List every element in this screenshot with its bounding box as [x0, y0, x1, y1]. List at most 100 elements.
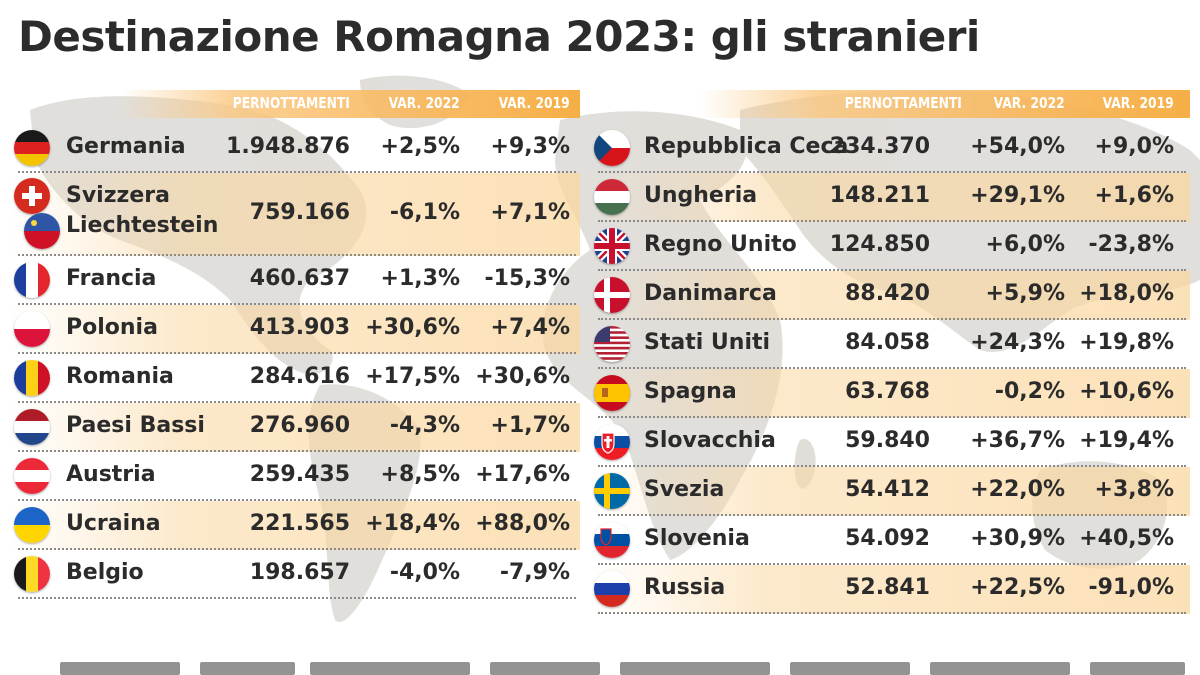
hungary-flag-icon	[594, 179, 630, 215]
pernottamenti-value: 84.058	[845, 330, 930, 355]
row-divider	[18, 401, 576, 403]
country-name: Austria	[66, 462, 156, 487]
table-row: Ucraina 221.565 +18,4% +88,0%	[10, 501, 580, 550]
sweden-flag-icon	[594, 473, 630, 509]
russia-flag-icon	[594, 571, 630, 607]
country-name: Danimarca	[644, 281, 777, 306]
row-divider	[18, 352, 576, 354]
table-row: Russia 52.841 +22,5% -91,0%	[590, 565, 1190, 614]
var-2022-value: +29,1%	[970, 183, 1065, 208]
table-row: Austria 259.435 +8,5% +17,6%	[10, 452, 580, 501]
page-title: Destinazione Romagna 2023: gli stranieri	[18, 12, 980, 61]
var-2022-value: +8,5%	[380, 462, 460, 487]
row-divider	[18, 254, 576, 256]
row-divider	[598, 318, 1186, 320]
pernottamenti-value: 460.637	[249, 266, 350, 291]
switzerland-flag-icon	[14, 178, 50, 214]
var-2022-value: +6,0%	[985, 232, 1065, 257]
france-flag-icon	[14, 262, 50, 298]
var-2019-value: -91,0%	[1088, 575, 1174, 600]
var-2022-value: +22,5%	[970, 575, 1065, 600]
uk-flag-icon	[594, 228, 630, 264]
var-2019-value: +19,4%	[1079, 428, 1174, 453]
var-2022-value: +22,0%	[970, 477, 1065, 502]
pernottamenti-value: 284.616	[249, 364, 350, 389]
var-2022-value: +1,3%	[380, 266, 460, 291]
country-name: Liechtestein	[66, 213, 219, 238]
table-row: Francia 460.637 +1,3% -15,3%	[10, 256, 580, 305]
var-2019-value: +19,8%	[1079, 330, 1174, 355]
ukraine-flag-icon	[14, 507, 50, 543]
var-2022-value: +24,3%	[970, 330, 1065, 355]
table-row: Germania 1.948.876 +2,5% +9,3%	[10, 124, 580, 173]
country-name: Svezia	[644, 477, 725, 502]
var-2022-value: +18,4%	[365, 511, 460, 536]
usa-flag-icon	[594, 326, 630, 362]
country-name: Slovacchia	[644, 428, 776, 453]
country-name: Ungheria	[644, 183, 758, 208]
pernottamenti-value: 1.948.876	[226, 134, 350, 159]
row-divider	[598, 612, 1186, 614]
var-2019-value: +40,5%	[1079, 526, 1174, 551]
column-header: VAR. 2022	[388, 94, 460, 112]
row-divider	[18, 548, 576, 550]
country-name: Polonia	[66, 315, 158, 340]
table-row: Svizzera Liechtestein 759.166 -6,1% +7,1%	[10, 173, 580, 256]
country-name: Francia	[66, 266, 157, 291]
country-name: Russia	[644, 575, 726, 600]
row-divider	[598, 269, 1186, 271]
romania-flag-icon	[14, 360, 50, 396]
var-2022-value: +5,9%	[985, 281, 1065, 306]
table-row: Romania 284.616 +17,5% +30,6%	[10, 354, 580, 403]
poland-flag-icon	[14, 311, 50, 347]
country-name: Germania	[66, 134, 186, 159]
slovenia-flag-icon	[594, 522, 630, 558]
pernottamenti-value: 413.903	[249, 315, 350, 340]
var-2019-value: +18,0%	[1079, 281, 1174, 306]
column-header: PERNOTTAMENTI	[232, 94, 350, 112]
belgium-flag-icon	[14, 556, 50, 592]
pernottamenti-value: 276.960	[249, 413, 350, 438]
var-2022-value: -4,3%	[389, 413, 460, 438]
cropped-article-text	[60, 662, 1185, 675]
column-header: VAR. 2019	[498, 94, 570, 112]
pernottamenti-value: 124.850	[829, 232, 930, 257]
germany-flag-icon	[14, 130, 50, 166]
table-row: Spagna 63.768 -0,2% +10,6%	[590, 369, 1190, 418]
row-divider	[18, 171, 576, 173]
row-divider	[598, 220, 1186, 222]
pernottamenti-value: 63.768	[845, 379, 930, 404]
pernottamenti-value: 52.841	[845, 575, 930, 600]
table-row: Belgio 198.657 -4,0% -7,9%	[10, 550, 580, 599]
slovakia-flag-icon	[594, 424, 630, 460]
pernottamenti-value: 59.840	[845, 428, 930, 453]
var-2019-value: -15,3%	[484, 266, 570, 291]
row-divider	[598, 171, 1186, 173]
table-row: Repubblica Ceca 234.370 +54,0% +9,0%	[590, 124, 1190, 173]
country-name: Paesi Bassi	[66, 413, 205, 438]
country-name: Stati Uniti	[644, 330, 771, 355]
pernottamenti-value: 234.370	[829, 134, 930, 159]
pernottamenti-value: 54.412	[845, 477, 930, 502]
table-row: Danimarca 88.420 +5,9% +18,0%	[590, 271, 1190, 320]
pernottamenti-value: 88.420	[845, 281, 930, 306]
var-2022-value: +30,6%	[365, 315, 460, 340]
country-name: Ucraina	[66, 511, 161, 536]
czech-flag-icon	[594, 130, 630, 166]
table-row: Paesi Bassi 276.960 -4,3% +1,7%	[10, 403, 580, 452]
var-2019-value: +7,4%	[490, 315, 570, 340]
europe-africa-shape	[542, 111, 783, 561]
row-divider	[598, 416, 1186, 418]
var-2019-value: +17,6%	[475, 462, 570, 487]
var-2019-value: +10,6%	[1079, 379, 1174, 404]
pernottamenti-value: 221.565	[249, 511, 350, 536]
var-2019-value: +30,6%	[475, 364, 570, 389]
row-divider	[598, 514, 1186, 516]
var-2019-value: +88,0%	[475, 511, 570, 536]
var-2019-value: +1,7%	[490, 413, 570, 438]
var-2022-value: +17,5%	[365, 364, 460, 389]
pernottamenti-value: 259.435	[249, 462, 350, 487]
table-header: PERNOTTAMENTI VAR. 2022 VAR. 2019	[120, 90, 580, 118]
country-name: Slovenia	[644, 526, 750, 551]
var-2022-value: -4,0%	[389, 560, 460, 585]
